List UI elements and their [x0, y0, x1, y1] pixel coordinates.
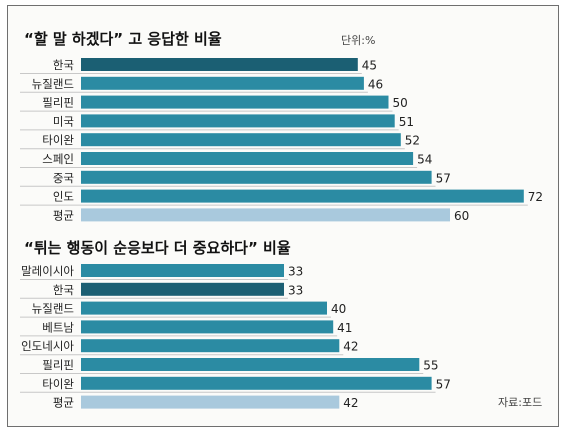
category-label: 필리핀 [42, 358, 74, 372]
category-label: 뉴질랜드 [32, 77, 74, 91]
value-label: 51 [399, 115, 414, 129]
category-label: 인도 [53, 190, 74, 204]
category-label: 말레이시아 [21, 264, 74, 278]
value-label: 60 [454, 209, 469, 223]
chart-canvas: “할 말 하겠다” 고 응답한 비율 단위:% 한국 45 뉴질랜드 46 필리핀 50 미… [20, 30, 543, 410]
bar-speak-up [81, 76, 364, 90]
bar-standing-out [81, 320, 334, 334]
chart-frame: “할 말 하겠다” 고 응답한 비율 단위:% 한국 45 뉴질랜드 46 필리핀 50 미… [7, 5, 559, 427]
value-label: 52 [405, 134, 420, 148]
category-label: 중국 [53, 171, 74, 185]
chart-title-standing-out: “튀는 행동이 순응보다 더 중요하다” 비율 [24, 239, 291, 257]
value-label: 42 [343, 396, 358, 410]
bar-group-standing-out: 말레이시아 33 한국 33 뉴질랜드 40 베트남 41 인도네시아 42 필리핀 55 타이완 57 평… [20, 264, 451, 410]
value-label: 46 [368, 77, 383, 91]
value-label: 33 [288, 283, 303, 297]
bar-speak-up [81, 208, 450, 222]
value-label: 57 [436, 377, 451, 391]
bar-standing-out [81, 376, 432, 390]
value-label: 54 [417, 153, 432, 167]
bar-standing-out [81, 339, 340, 353]
value-label: 57 [436, 171, 451, 185]
bar-standing-out [81, 395, 340, 409]
bar-speak-up [81, 95, 389, 109]
panel-standing-out: “튀는 행동이 순응보다 더 중요하다” 비율 말레이시아 33 한국 33 뉴질랜드 4… [20, 239, 451, 410]
bar-speak-up [81, 114, 395, 128]
value-label: 45 [362, 59, 377, 73]
value-label: 41 [337, 321, 352, 335]
value-label: 42 [343, 340, 358, 354]
bar-speak-up [81, 133, 401, 147]
value-label: 50 [393, 96, 408, 110]
unit-note: 단위:% [341, 34, 375, 47]
bar-standing-out [81, 301, 327, 315]
category-label: 미국 [53, 114, 74, 128]
bar-speak-up [81, 170, 432, 184]
value-label: 33 [288, 265, 303, 279]
category-label: 한국 [53, 283, 74, 297]
bar-speak-up [81, 152, 414, 165]
source-note: 자료:포드 [498, 396, 542, 409]
category-label: 베트남 [42, 320, 74, 334]
panel-speak-up: “할 말 하겠다” 고 응답한 비율 단위:% 한국 45 뉴질랜드 46 필리핀 50 미… [20, 30, 543, 223]
category-label: 평균 [53, 208, 74, 222]
value-label: 40 [331, 302, 346, 316]
category-label: 한국 [53, 58, 74, 72]
category-label: 타이완 [42, 377, 74, 391]
bar-speak-up [81, 189, 524, 203]
category-label: 뉴질랜드 [32, 302, 74, 316]
value-label: 55 [423, 359, 438, 373]
category-label: 인도네시아 [21, 339, 74, 353]
bar-standing-out [81, 264, 284, 277]
bar-speak-up [81, 58, 358, 71]
bar-group-speak-up: 한국 45 뉴질랜드 46 필리핀 50 미국 51 타이완 52 스페인 54 중국 57 인도 72 평균 6… [20, 58, 543, 223]
category-label: 스페인 [42, 152, 74, 166]
bar-standing-out [81, 282, 284, 296]
bar-standing-out [81, 358, 420, 371]
category-label: 평균 [53, 396, 74, 410]
category-label: 타이완 [42, 133, 74, 147]
value-label: 72 [528, 190, 543, 204]
chart-title-speak-up: “할 말 하겠다” 고 응답한 비율 [24, 30, 222, 48]
category-label: 필리핀 [42, 96, 74, 110]
